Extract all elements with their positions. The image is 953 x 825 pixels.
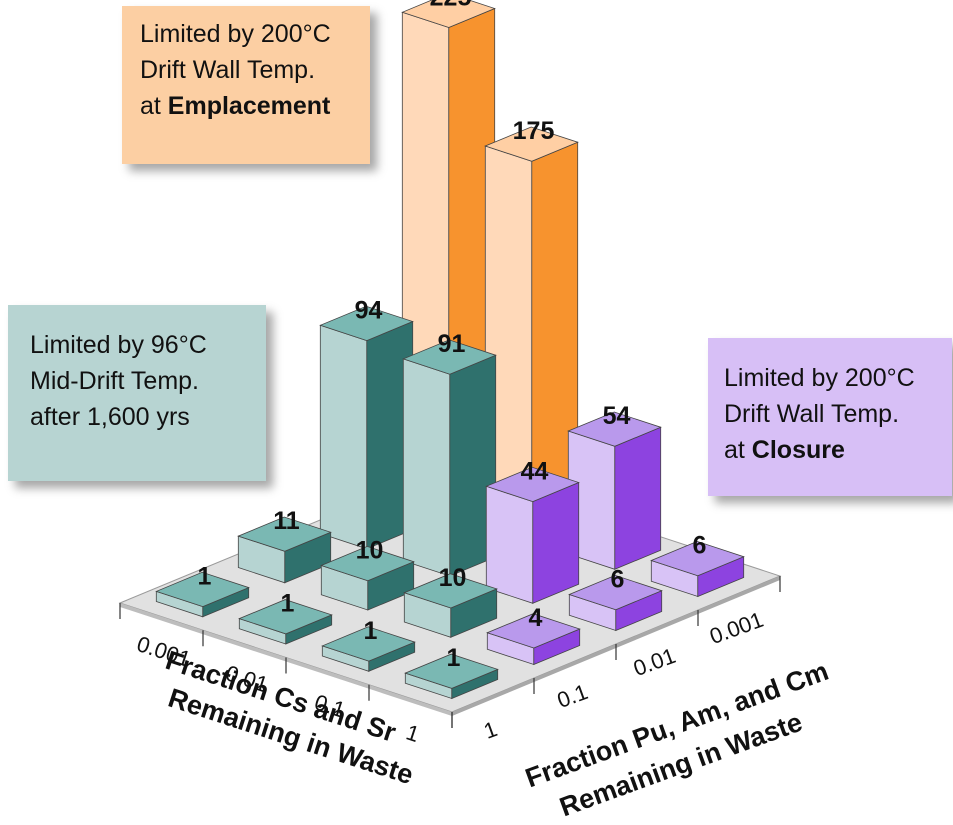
bar-front-face	[485, 485, 534, 604]
bar-top-face	[401, 0, 496, 28]
bar-0.001-1: 1	[155, 562, 250, 618]
legend-closure-line1: Limited by 200°C	[724, 364, 915, 392]
bar-0.1-1: 1	[321, 617, 416, 672]
bar-top-face	[403, 573, 498, 609]
bar-front-face	[319, 324, 368, 550]
y-tick-label: 1	[480, 716, 500, 744]
legend-emplacement-line1: Limited by 200°C	[140, 20, 331, 48]
legend-closure-line2: Drift Wall Temp.	[724, 400, 900, 428]
bar-value-label: 175	[513, 117, 555, 145]
bar-top-face	[568, 574, 663, 611]
y-tick-label: 0.1	[554, 679, 591, 713]
x-tick-label: 1	[403, 719, 422, 747]
bar-top-face	[484, 126, 579, 162]
legend-closure-keyword: Closure	[751, 436, 845, 464]
bar-0.01-0.1: 10	[320, 537, 415, 611]
bar-side-face	[532, 481, 580, 604]
bar-value-label: 1	[281, 590, 295, 618]
y-tick-label: 0.001	[706, 607, 766, 649]
bar-top-face	[402, 339, 497, 375]
bar-0.001-0.1: 11	[237, 507, 332, 584]
bar-value-label: 4	[529, 604, 543, 632]
legend-box-mid-drift: Limited by 96°C Mid-Drift Temp. after 1,…	[8, 305, 266, 481]
bar-0.1-0.001: 54	[567, 402, 662, 570]
bar-value-label: 10	[439, 564, 467, 592]
bar-value-label: 54	[603, 402, 631, 430]
bar-top-face	[320, 545, 415, 582]
bar-value-label: 1	[364, 617, 378, 645]
bar-value-label: 6	[611, 566, 625, 594]
legend-mid-line2: Mid-Drift Temp.	[30, 367, 200, 395]
bar-top-face	[650, 540, 745, 577]
bar-top-face	[321, 626, 416, 662]
bar-1-0.01: 6	[568, 566, 663, 632]
legend-mid-line3: after 1,600 yrs	[30, 403, 190, 431]
bar-side-face	[614, 426, 662, 570]
bar-value-label: 1	[447, 644, 461, 672]
bar-0.01-1: 1	[238, 590, 333, 645]
bar-value-label: 44	[521, 457, 549, 485]
bar-1-1: 1	[404, 644, 499, 700]
bar-0.01-0.01: 91	[402, 330, 497, 577]
bar-1-0.1: 4	[486, 604, 581, 666]
bar-top-face	[237, 516, 332, 552]
bar-top-face	[238, 599, 333, 635]
bar-value-label: 1	[198, 562, 212, 590]
bar-0.1-0.01: 44	[485, 457, 580, 604]
bar-top-face	[486, 613, 581, 649]
legend-box-closure: Limited by 200°C Drift Wall Temp. at Clo…	[708, 338, 952, 496]
legend-emplacement-keyword: Emplacement	[167, 92, 331, 120]
bar-value-label: 225	[430, 0, 472, 11]
legend-emplacement-line2: Drift Wall Temp.	[140, 56, 316, 84]
legend-closure-prefix: at	[724, 436, 752, 464]
bar-value-label: 94	[355, 296, 383, 324]
bar-1-0.001: 6	[650, 532, 745, 598]
bar-top-face	[485, 466, 580, 503]
bar-value-label: 10	[356, 537, 384, 565]
bar-0.01-0.001: 175	[484, 117, 579, 543]
bar-top-face	[404, 653, 499, 689]
bar-top-face	[567, 411, 662, 447]
bar-value-label: 91	[438, 330, 466, 358]
legend-mid-line1: Limited by 96°C	[30, 331, 207, 359]
bar-0.1-0.1: 10	[403, 564, 498, 638]
bar-0.001-0.01: 94	[319, 296, 414, 550]
y-tick-label: 0.01	[630, 643, 679, 681]
bar-top-face	[319, 305, 414, 342]
bar-front-face	[402, 358, 451, 577]
legend-box-emplacement: Limited by 200°C Drift Wall Temp. at Emp…	[122, 6, 370, 164]
legend-emplacement-prefix: at	[140, 92, 168, 120]
bar-value-label: 6	[693, 532, 707, 560]
bar-value-label: 11	[273, 507, 300, 535]
bar-top-face	[155, 571, 250, 608]
